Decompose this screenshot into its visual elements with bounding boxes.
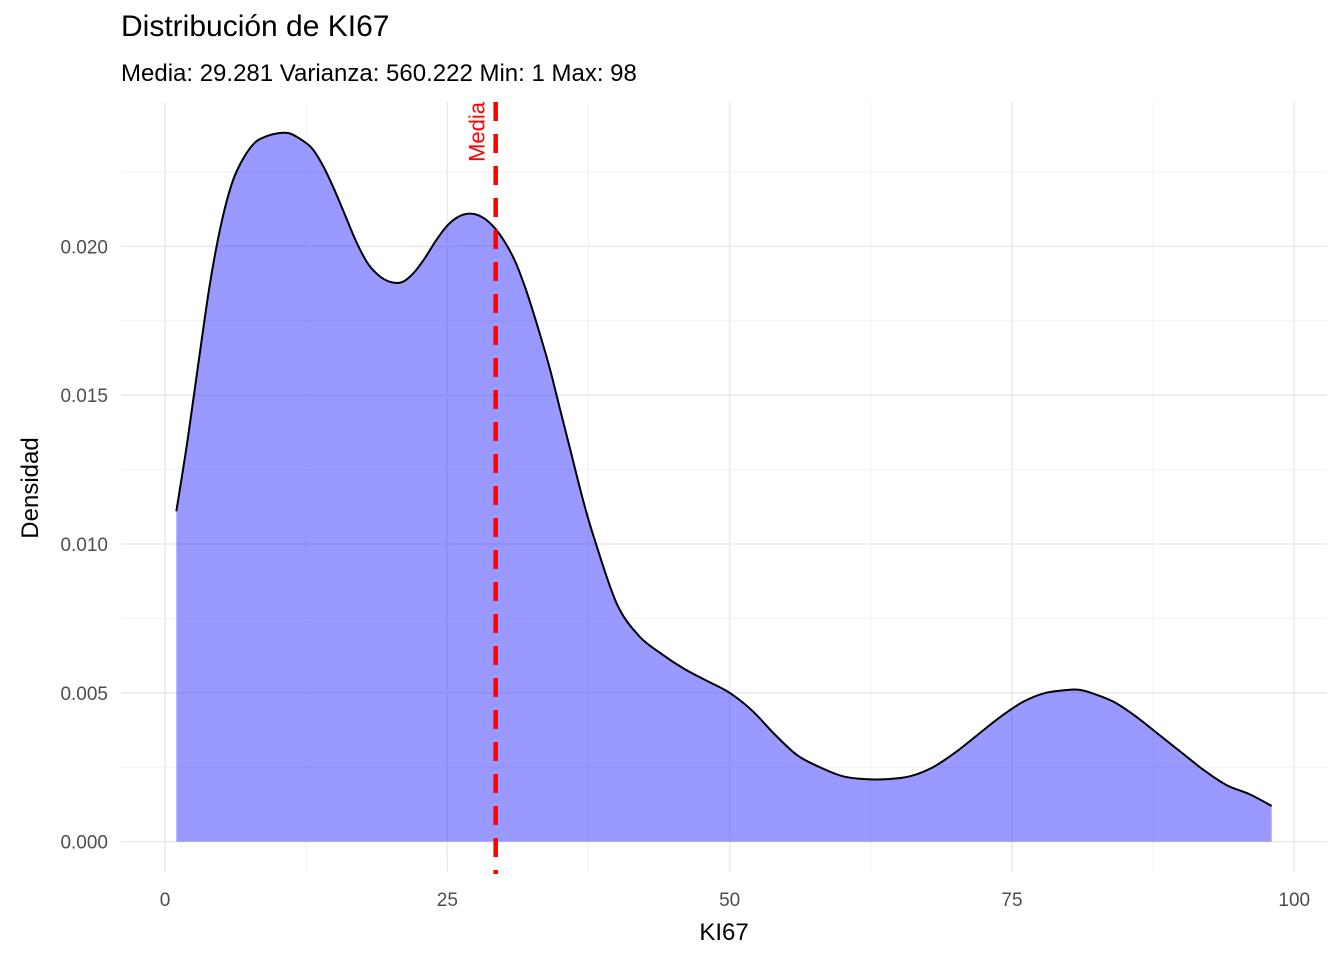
chart-subtitle: Media: 29.281 Varianza: 560.222 Min: 1 M… xyxy=(121,60,637,87)
density-curve xyxy=(175,131,1273,807)
x-tick-label: 75 xyxy=(1001,890,1022,911)
y-tick-label: 0.010 xyxy=(60,535,108,556)
y-tick-label: 0.015 xyxy=(60,386,108,407)
chart-title: Distribución de KI67 xyxy=(121,10,390,43)
mean-layer: Media xyxy=(465,101,498,874)
y-tick-label: 0.000 xyxy=(60,833,108,854)
mean-label: Media xyxy=(465,101,490,162)
x-tick-label: 25 xyxy=(437,890,458,911)
y-tick-label: 0.005 xyxy=(60,684,108,705)
area-layer xyxy=(175,131,1273,842)
grid-layer xyxy=(121,102,1327,872)
tick-layer: 0 25 50 75 100 0.000 0.005 0.010 0.015 0.020 xyxy=(60,237,1310,911)
y-axis-title: Densidad xyxy=(17,437,44,538)
x-tick-label: 100 xyxy=(1278,890,1310,911)
x-tick-label: 50 xyxy=(719,890,740,911)
x-tick-label: 0 xyxy=(160,890,171,911)
x-axis-title: KI67 xyxy=(699,919,748,946)
y-tick-label: 0.020 xyxy=(60,237,108,258)
density-area xyxy=(176,132,1272,842)
